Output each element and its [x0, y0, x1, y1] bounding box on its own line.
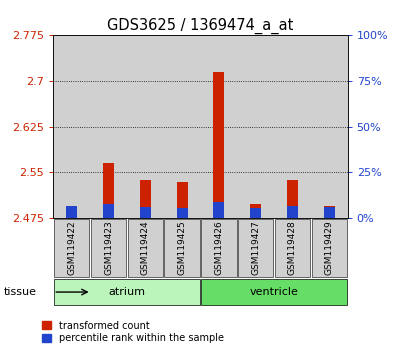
Bar	[237, 35, 274, 218]
Bar	[274, 35, 311, 218]
Bar	[103, 204, 114, 218]
Bar	[324, 206, 335, 218]
Bar	[66, 206, 77, 218]
Bar	[53, 35, 90, 218]
Bar	[103, 163, 114, 218]
Text: tissue: tissue	[4, 287, 37, 297]
Text: GSM119428: GSM119428	[288, 221, 297, 275]
Bar	[311, 35, 348, 218]
FancyBboxPatch shape	[238, 219, 273, 277]
FancyBboxPatch shape	[201, 219, 237, 277]
Bar	[250, 204, 261, 218]
Bar	[324, 207, 335, 218]
Text: atrium: atrium	[108, 287, 145, 297]
FancyBboxPatch shape	[312, 219, 347, 277]
Text: ventricle: ventricle	[250, 287, 299, 297]
Bar	[213, 202, 224, 218]
Bar	[250, 208, 261, 218]
Text: GSM119429: GSM119429	[325, 221, 334, 275]
FancyBboxPatch shape	[275, 219, 310, 277]
Bar	[287, 206, 298, 218]
Text: GSM119423: GSM119423	[104, 221, 113, 275]
FancyBboxPatch shape	[54, 219, 89, 277]
Bar	[287, 180, 298, 218]
Text: GSM119427: GSM119427	[251, 221, 260, 275]
Text: GSM119425: GSM119425	[178, 221, 186, 275]
FancyBboxPatch shape	[128, 219, 163, 277]
FancyBboxPatch shape	[201, 279, 347, 305]
Bar	[213, 72, 224, 218]
Bar	[201, 35, 237, 218]
Bar	[127, 35, 164, 218]
Title: GDS3625 / 1369474_a_at: GDS3625 / 1369474_a_at	[107, 18, 293, 34]
Bar	[90, 35, 127, 218]
Bar	[140, 207, 151, 218]
FancyBboxPatch shape	[164, 219, 200, 277]
Bar	[177, 208, 188, 218]
Text: GSM119422: GSM119422	[67, 221, 76, 275]
FancyBboxPatch shape	[54, 279, 200, 305]
Bar	[66, 206, 77, 218]
Bar	[164, 35, 201, 218]
Text: GSM119424: GSM119424	[141, 221, 150, 275]
Text: GSM119426: GSM119426	[214, 221, 223, 275]
Bar	[177, 182, 188, 218]
Bar	[140, 180, 151, 218]
FancyBboxPatch shape	[91, 219, 126, 277]
Legend: transformed count, percentile rank within the sample: transformed count, percentile rank withi…	[42, 321, 224, 343]
